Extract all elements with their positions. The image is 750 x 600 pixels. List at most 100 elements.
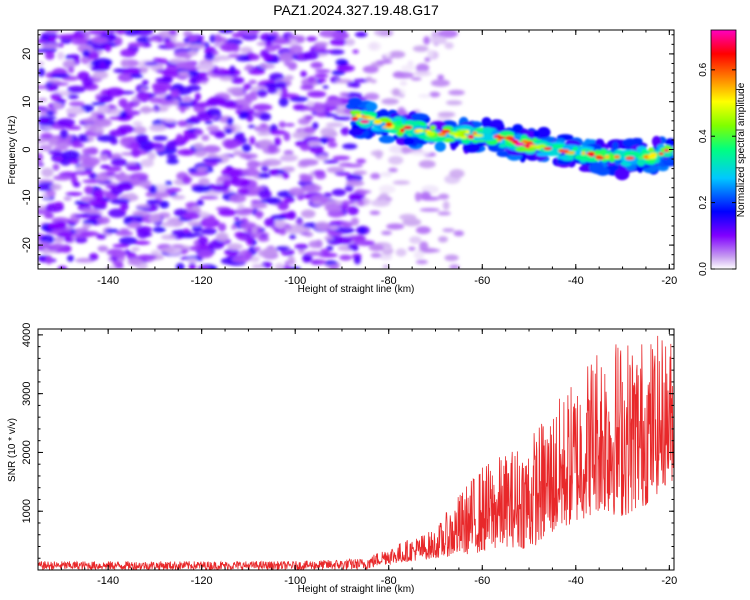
heatmap-cell	[300, 143, 311, 151]
heatmap-cell	[438, 193, 450, 200]
y-tick-label: 0	[21, 146, 33, 152]
heatmap-cell	[206, 108, 221, 116]
heatmap-cell	[206, 125, 220, 132]
heatmap-cell	[210, 184, 229, 192]
heatmap-cell	[348, 97, 362, 107]
heatmap-cell	[444, 42, 454, 50]
heatmap-cell	[182, 176, 192, 185]
heatmap-cell	[252, 103, 273, 111]
heatmap-cell	[445, 100, 463, 106]
heatmap-cell	[218, 30, 234, 34]
heatmap-cell	[89, 213, 102, 219]
heatmap-cell	[201, 134, 210, 141]
heatmap-cell	[283, 197, 293, 204]
heatmap-cell	[188, 262, 196, 269]
heatmap-cell	[388, 50, 406, 59]
heatmap-cell	[90, 60, 102, 66]
heatmap-cell	[497, 138, 502, 142]
heatmap-cell	[285, 123, 295, 127]
heatmap-cell	[418, 94, 431, 98]
heatmap-cell	[120, 203, 127, 213]
heatmap-cell	[250, 202, 268, 209]
heatmap-cell	[294, 226, 311, 233]
heatmap-cell	[132, 210, 148, 217]
heatmap-cell	[410, 113, 429, 121]
heatmap-cell	[224, 127, 233, 134]
heatmap-cell	[300, 70, 307, 78]
heatmap-cell	[40, 43, 60, 49]
heatmap-cell	[38, 97, 48, 102]
heatmap-cell	[97, 245, 109, 252]
heatmap-cell	[132, 121, 143, 127]
heatmap-cell	[144, 61, 159, 66]
heatmap-cell	[75, 143, 85, 148]
heatmap-cell	[197, 71, 208, 78]
heatmap-cell	[613, 155, 620, 159]
heatmap-cell	[440, 129, 451, 134]
heatmap-cell	[378, 109, 389, 119]
heatmap-cell	[532, 145, 540, 148]
heatmap-cell	[309, 144, 324, 154]
heatmap-cell	[89, 124, 97, 133]
heatmap-cell	[341, 221, 353, 228]
heatmap-cell	[175, 133, 184, 143]
heatmap-cell	[449, 169, 465, 179]
heatmap-cell	[289, 96, 309, 102]
heatmap-cell	[266, 59, 279, 64]
heatmap-cell	[82, 77, 94, 88]
heatmap-cell	[229, 193, 247, 203]
heatmap-cell	[38, 152, 44, 162]
heatmap-cell	[57, 231, 74, 238]
heatmap-cell	[80, 231, 99, 237]
heatmap-cell	[473, 134, 484, 137]
heatmap-cell	[68, 66, 75, 74]
heatmap-cell	[427, 49, 434, 59]
heatmap-cell	[38, 161, 44, 167]
heatmap-cell	[209, 34, 217, 43]
heatmap-cell	[246, 160, 260, 169]
heatmap-cell	[221, 167, 239, 178]
heatmap-cell	[260, 165, 269, 172]
heatmap-cell	[327, 141, 338, 148]
heatmap-cell	[350, 109, 362, 115]
heatmap-cell	[166, 158, 179, 165]
x-tick-label: -120	[191, 275, 213, 287]
heatmap-cell	[244, 251, 253, 260]
heatmap-cell	[265, 45, 277, 52]
heatmap-cell	[345, 38, 356, 46]
heatmap-cell	[51, 217, 70, 224]
heatmap-cell	[48, 37, 56, 44]
heatmap-cell	[194, 92, 201, 101]
heatmap-cell	[319, 137, 329, 144]
heatmap-cell	[74, 213, 94, 218]
heatmap-cell	[164, 41, 175, 49]
heatmap-cell	[370, 79, 377, 84]
heatmap-cell	[152, 58, 162, 62]
heatmap-cell	[123, 30, 141, 36]
heatmap-cell	[335, 227, 355, 234]
heatmap-cell	[511, 140, 519, 144]
heatmap-cell	[176, 102, 194, 107]
heatmap-cell	[141, 79, 149, 85]
heatmap-cell	[215, 232, 229, 242]
heatmap-cell	[66, 254, 75, 262]
y-tick-label: 1000	[21, 499, 33, 523]
heatmap-cell	[172, 99, 180, 106]
heatmap-cell	[147, 37, 161, 42]
heatmap-cell	[303, 51, 319, 60]
heatmap-cell	[283, 225, 292, 230]
heatmap-cell	[386, 223, 405, 230]
heatmap-cell	[56, 34, 76, 40]
heatmap-cell	[658, 152, 664, 156]
heatmap-cell	[110, 250, 127, 259]
heatmap-cell	[254, 211, 264, 218]
heatmap-cell	[208, 96, 227, 105]
heatmap-cell	[318, 252, 338, 258]
heatmap-cell	[512, 124, 523, 132]
heatmap-cell	[370, 199, 391, 207]
heatmap-cell	[437, 111, 456, 118]
heatmap-cell	[354, 189, 372, 194]
heatmap-cell	[244, 93, 258, 101]
heatmap-cell	[182, 211, 200, 220]
heatmap-cell	[294, 243, 309, 250]
